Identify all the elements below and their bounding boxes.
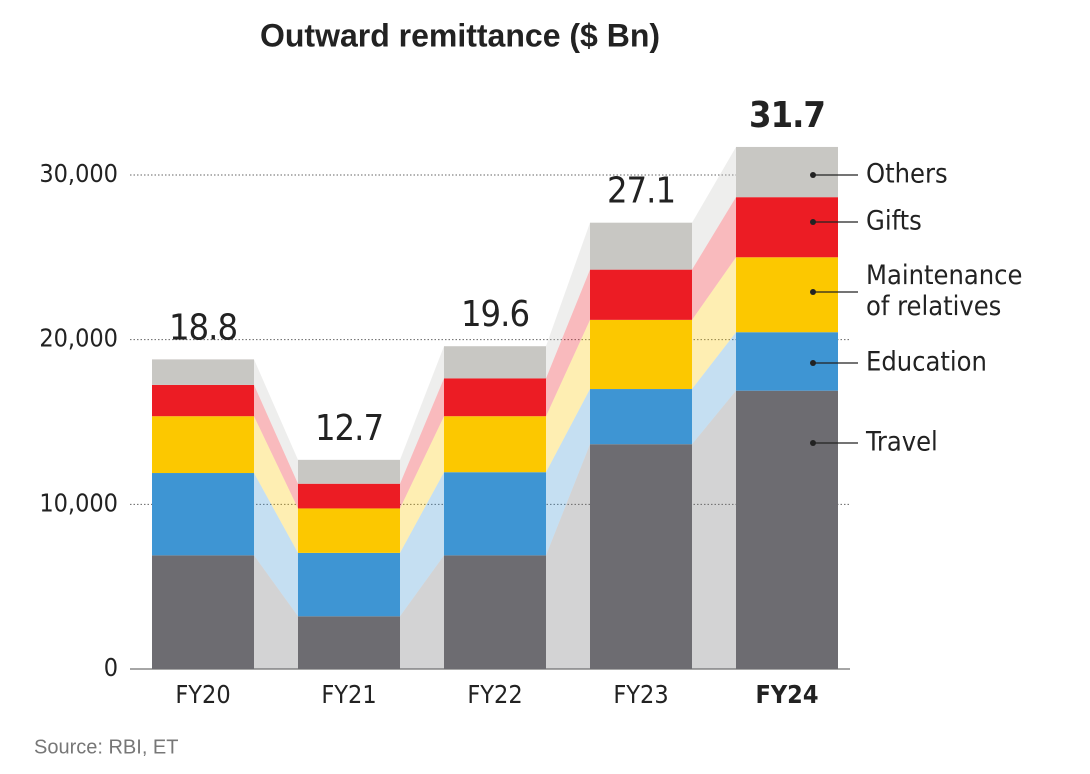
bar-segment (444, 472, 546, 556)
bar-segment (152, 384, 254, 417)
ribbon (692, 332, 736, 445)
legend-label: Education (866, 347, 987, 378)
ribbon (546, 319, 590, 473)
legend-dot (810, 440, 816, 446)
ribbon (692, 197, 736, 320)
bar-segment (590, 319, 692, 390)
total-label: 12.7 (315, 408, 383, 449)
bar-segment (736, 146, 838, 198)
bar-segment (298, 459, 400, 484)
bar-segment (152, 416, 254, 474)
bar-segment (444, 378, 546, 417)
bar-segment (152, 359, 254, 385)
ribbon (692, 257, 736, 390)
x-tick-label: FY23 (613, 680, 668, 709)
bar-segment (152, 555, 254, 669)
ribbon (400, 472, 444, 617)
legend-label: Maintenance of relatives (866, 260, 1030, 322)
bar-segment (444, 555, 546, 669)
x-tick-label: FY21 (321, 680, 376, 709)
ribbon (692, 390, 736, 669)
bar-segment (444, 416, 546, 473)
bar-segment (736, 390, 838, 669)
ribbon (546, 389, 590, 556)
bar-segment (152, 473, 254, 556)
bar-segment (298, 616, 400, 669)
legend-dot (810, 289, 816, 295)
bar-segment (736, 257, 838, 333)
bar-segment (590, 444, 692, 669)
legend-dot (810, 172, 816, 178)
legend-label: Travel (865, 427, 938, 458)
y-tick-label: 30,000 (39, 159, 118, 188)
y-tick-label: 0 (104, 653, 118, 682)
legend-label: Gifts (866, 206, 922, 237)
legend-label: Others (866, 159, 948, 190)
x-tick-label: FY20 (175, 680, 230, 709)
ribbon (254, 384, 298, 509)
bar-segment (298, 483, 400, 509)
bar-segment (298, 552, 400, 617)
legend-dot (810, 219, 816, 225)
chart-title: Outward remittance ($ Bn) (260, 17, 660, 53)
bar-segment (590, 269, 692, 320)
source: Source: RBI, ET (34, 736, 179, 758)
bar-segment (444, 346, 546, 379)
total-label: 27.1 (607, 171, 675, 212)
total-label: 31.7 (749, 95, 825, 136)
bar-segment (298, 508, 400, 553)
y-tick-label: 10,000 (39, 488, 118, 517)
y-tick-label: 20,000 (39, 324, 118, 353)
total-label: 19.6 (461, 294, 529, 335)
bar-segment (736, 197, 838, 258)
x-tick-label: FY24 (756, 680, 819, 709)
ribbon (400, 416, 444, 553)
ribbon (254, 359, 298, 484)
x-tick-label: FY22 (467, 680, 522, 709)
ribbon (400, 378, 444, 509)
ribbon (400, 346, 444, 484)
legend-dot (810, 360, 816, 366)
bar-segment (590, 222, 692, 270)
bar-segment (590, 389, 692, 445)
ribbon (546, 444, 590, 669)
ribbon (254, 473, 298, 617)
ribbon (546, 269, 590, 417)
bar-segment (736, 332, 838, 391)
ribbon (254, 555, 298, 669)
ribbon (254, 416, 298, 553)
ribbon (692, 146, 736, 270)
ribbon (546, 222, 590, 379)
total-label: 18.8 (169, 307, 237, 348)
ribbon (400, 555, 444, 669)
